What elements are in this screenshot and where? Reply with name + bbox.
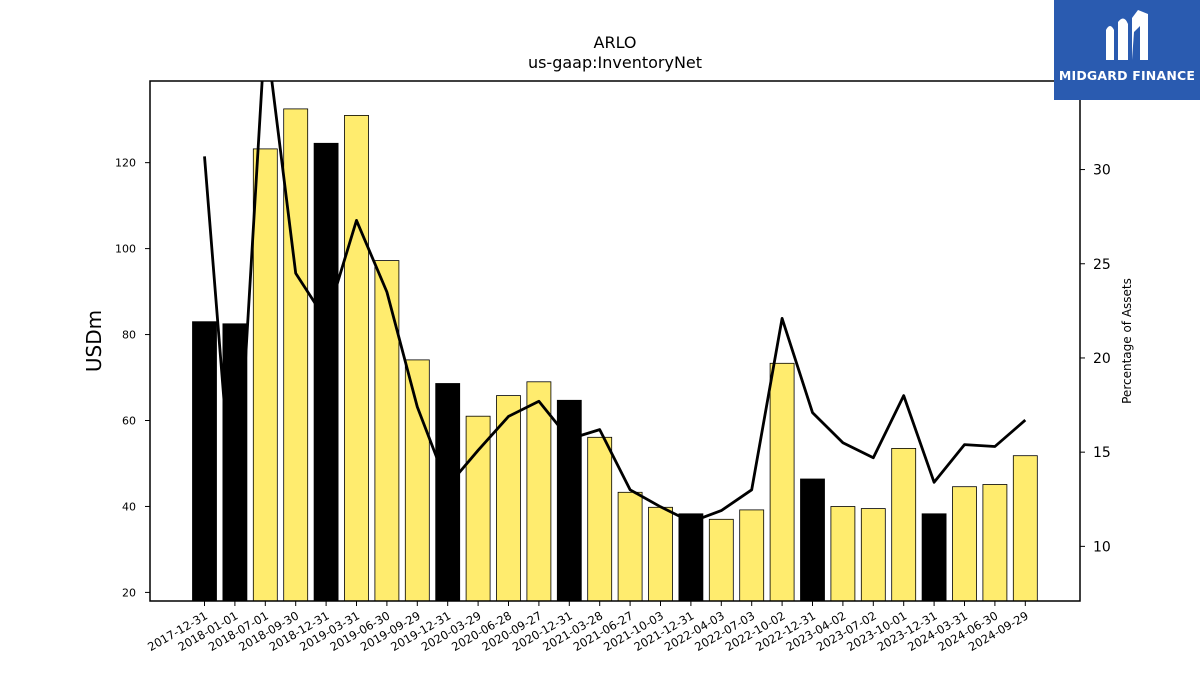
bar-2018-09-30 — [283, 108, 309, 602]
bar-2021-10-03 — [648, 506, 673, 602]
y2-tick-label: 20 — [1093, 351, 1111, 367]
plot-frame — [149, 80, 1081, 602]
bar-2019-12-31 — [435, 383, 461, 602]
y2-axis-label: Percentage of Assets — [1120, 278, 1134, 404]
plot-border — [149, 80, 1081, 602]
y-tick-label: 80 — [122, 329, 136, 342]
bar-2023-04-02 — [830, 506, 856, 602]
line-layer — [203, 81, 1027, 539]
bar-2021-06-27 — [617, 491, 643, 602]
bar-2018-07-01 — [252, 148, 278, 602]
midgard-logo-icon — [1106, 10, 1148, 61]
bar-2021-12-31 — [678, 513, 704, 602]
bar-2024-06-30 — [982, 484, 1008, 602]
bar-2020-06-28 — [496, 395, 521, 602]
bar-2021-03-28 — [587, 436, 613, 602]
y-axis-left: 20 40 60 80 100 120 — [115, 157, 150, 599]
bar-2018-01-01 — [222, 323, 248, 602]
chart-subtitle: us-gaap:InventoryNet — [528, 53, 702, 72]
bar-2023-10-01 — [891, 447, 917, 602]
bar-2020-03-29 — [465, 415, 491, 602]
y-tick-label: 20 — [122, 586, 136, 599]
bar-2020-12-31 — [556, 399, 582, 602]
bar-2022-04-03 — [708, 518, 734, 602]
bar-2019-09-29 — [404, 359, 430, 602]
y2-tick-label: 15 — [1093, 445, 1111, 461]
bar-2020-09-27 — [526, 381, 552, 602]
chart-title: ARLO — [594, 33, 637, 52]
y-axis-right: 10 15 20 25 30 — [1080, 163, 1111, 555]
bar-2019-06-30 — [374, 260, 400, 602]
y-tick-label: 120 — [115, 157, 136, 170]
bar-2018-12-31 — [313, 142, 339, 602]
brand-logo: MIDGARD FINANCE — [1054, 0, 1200, 100]
bar-2023-12-31 — [921, 513, 947, 602]
y-tick-label: 60 — [122, 415, 136, 428]
bar-2017-12-31 — [192, 321, 217, 602]
bar-2022-12-31 — [800, 478, 825, 602]
x-axis: 2017-12-312018-01-012018-07-012018-09-30… — [145, 601, 1031, 654]
y2-tick-label: 30 — [1093, 163, 1111, 179]
y-tick-label: 100 — [115, 243, 136, 256]
y2-tick-label: 25 — [1093, 257, 1111, 273]
bar-2022-07-03 — [739, 509, 765, 602]
brand-name: MIDGARD FINANCE — [1058, 68, 1196, 83]
bar-2024-03-31 — [952, 486, 977, 602]
bars-layer — [192, 108, 1038, 602]
y-tick-label: 40 — [122, 500, 136, 513]
percentage-of-assets-line — [203, 81, 1027, 539]
bar-2023-07-02 — [860, 508, 886, 602]
bar-2024-09-29 — [1012, 455, 1038, 602]
bar-2022-10-02 — [769, 362, 795, 602]
y-axis-label: USDm — [82, 310, 106, 372]
y2-tick-label: 10 — [1093, 539, 1111, 555]
bar-2019-03-31 — [344, 115, 369, 602]
